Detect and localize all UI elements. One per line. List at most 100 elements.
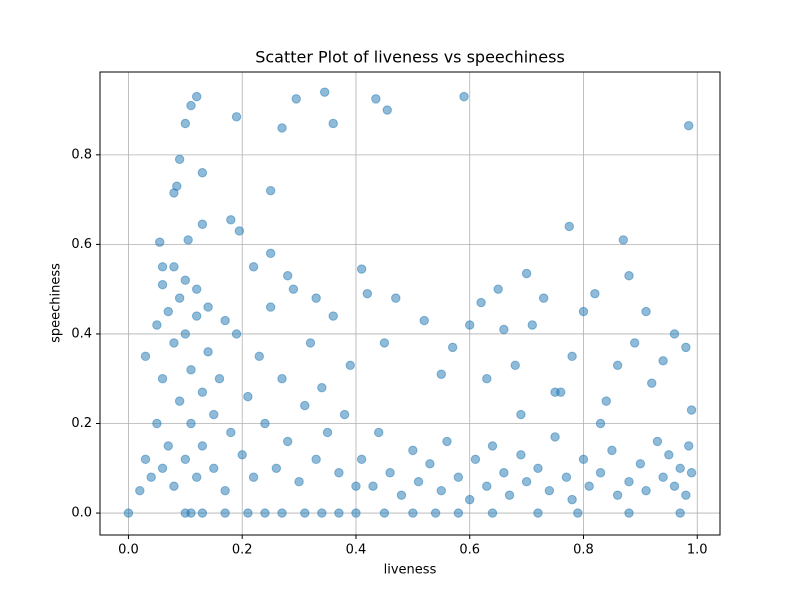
point xyxy=(504,490,515,500)
point xyxy=(567,494,577,505)
point xyxy=(607,445,617,456)
point xyxy=(624,271,634,281)
point xyxy=(516,450,526,460)
point xyxy=(334,508,344,518)
x-tick-label: 1.0 xyxy=(687,543,708,558)
point xyxy=(300,508,310,518)
point xyxy=(288,284,299,294)
y-axis-label: speechiness xyxy=(49,263,64,343)
point xyxy=(493,284,503,294)
point xyxy=(226,215,236,225)
point xyxy=(544,485,555,496)
point xyxy=(191,284,202,294)
point xyxy=(379,508,390,518)
point xyxy=(197,441,208,451)
point xyxy=(152,418,162,429)
point xyxy=(601,396,611,406)
point xyxy=(612,490,623,500)
point xyxy=(675,463,685,473)
plot-frame xyxy=(99,71,721,536)
point xyxy=(351,508,361,518)
point xyxy=(180,118,191,129)
point xyxy=(174,293,185,303)
point xyxy=(584,481,594,491)
point xyxy=(277,508,287,518)
point xyxy=(311,454,321,465)
point xyxy=(328,118,338,129)
point xyxy=(203,347,213,357)
point xyxy=(669,329,680,339)
point xyxy=(442,436,452,447)
point xyxy=(561,472,572,482)
point xyxy=(146,472,156,482)
point xyxy=(248,262,259,272)
point xyxy=(155,237,165,247)
point xyxy=(487,508,498,518)
point xyxy=(647,378,657,388)
point xyxy=(248,472,259,482)
point xyxy=(356,454,367,465)
point xyxy=(265,248,276,259)
point xyxy=(612,360,623,370)
point xyxy=(243,508,253,518)
point xyxy=(374,427,384,438)
point xyxy=(516,409,526,420)
point xyxy=(482,374,492,384)
point xyxy=(482,481,492,491)
point xyxy=(527,320,537,330)
y-tick-label: 0.8 xyxy=(71,147,92,162)
point xyxy=(123,508,134,518)
point xyxy=(180,275,191,285)
point xyxy=(157,374,168,384)
point xyxy=(629,338,640,348)
point xyxy=(351,481,361,491)
point xyxy=(174,396,185,406)
point xyxy=(169,481,179,491)
point xyxy=(476,297,486,308)
point xyxy=(157,279,168,290)
y-tick-label: 0.0 xyxy=(71,506,92,521)
point xyxy=(578,306,589,317)
x-tick-label: 0.0 xyxy=(118,543,139,558)
x-axis-label: liveness xyxy=(384,563,437,578)
point xyxy=(174,154,185,165)
point xyxy=(319,87,330,97)
point xyxy=(499,324,509,335)
point xyxy=(260,508,270,518)
point xyxy=(231,329,242,339)
point xyxy=(203,302,213,312)
point xyxy=(684,121,694,131)
point xyxy=(265,302,276,312)
point xyxy=(152,320,162,330)
point xyxy=(618,235,629,245)
point xyxy=(396,490,407,500)
point xyxy=(436,485,446,496)
point xyxy=(664,450,674,460)
point xyxy=(684,441,694,451)
point xyxy=(180,329,191,339)
point xyxy=(231,112,242,122)
x-tick-label: 0.2 xyxy=(232,543,253,558)
point xyxy=(183,235,193,245)
point xyxy=(459,91,469,102)
point xyxy=(197,219,208,229)
point xyxy=(277,123,287,133)
point xyxy=(186,508,196,518)
point xyxy=(140,454,151,465)
point xyxy=(550,432,560,442)
point xyxy=(686,405,697,415)
point xyxy=(345,360,355,370)
point xyxy=(564,221,574,232)
point xyxy=(220,485,230,496)
y-tick-label: 0.2 xyxy=(71,416,92,431)
point xyxy=(214,374,225,384)
x-tick-label: 0.8 xyxy=(573,543,594,558)
point xyxy=(186,100,196,111)
point xyxy=(322,427,333,438)
point xyxy=(521,477,532,487)
point xyxy=(624,508,634,518)
point xyxy=(277,374,287,384)
point xyxy=(291,94,301,104)
point xyxy=(254,351,264,362)
